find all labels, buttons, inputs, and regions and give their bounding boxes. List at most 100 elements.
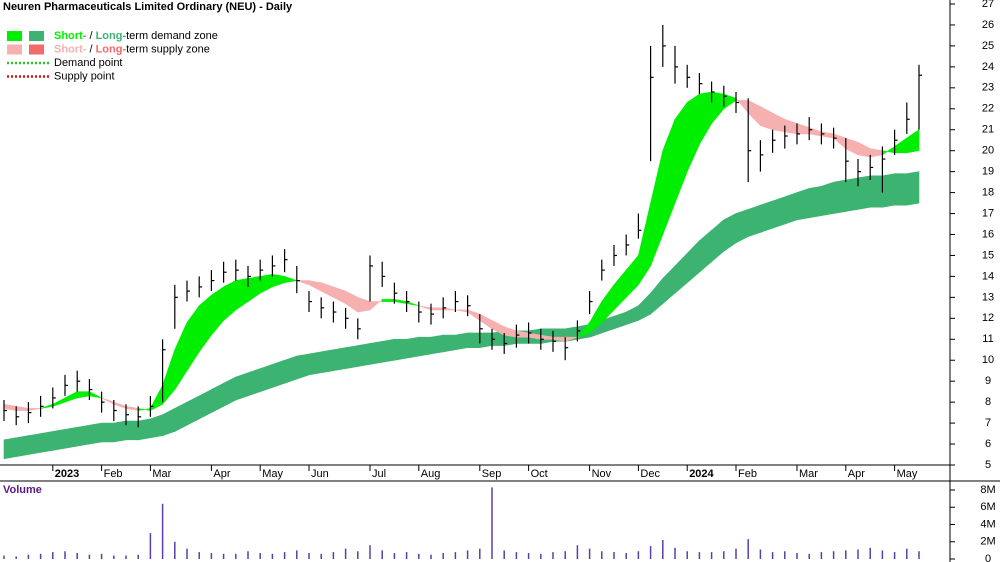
volume-panel: 0 2M 4M 6M 8M <box>3 484 996 562</box>
x-tick-label: Jul <box>372 468 386 480</box>
long-zone-segment <box>28 433 41 455</box>
long-zone-segment <box>760 200 773 233</box>
y-tick-label: 5 <box>985 459 991 471</box>
y-tick-label: 26 <box>982 19 994 31</box>
chart-title: Neuren Pharmaceuticals Limited Ordinary … <box>3 1 293 13</box>
long-zone-segment <box>430 334 444 355</box>
long-zone-segment <box>113 420 127 443</box>
long-zone-segment <box>845 177 859 212</box>
long-zone-segment <box>40 431 54 453</box>
long-zone-segment <box>150 414 163 439</box>
legend-label: Short- / Long-term demand zone <box>54 30 218 42</box>
long-zone-segment <box>882 173 895 208</box>
x-tick-label: Feb <box>104 468 123 480</box>
long-zone-segment <box>455 332 468 351</box>
x-tick-label: May <box>262 468 283 480</box>
x-tick-label: Dec <box>640 468 660 480</box>
long-zone-segment <box>747 204 761 238</box>
long-zone-segment <box>101 422 115 443</box>
long-zone-segment <box>772 196 786 229</box>
long-zone-segment <box>869 175 883 208</box>
x-tick-label: 2024 <box>689 468 714 480</box>
y-tick-label: 8 <box>985 396 991 408</box>
y-tick-label: 21 <box>982 124 994 136</box>
long-zone-segment <box>821 181 834 216</box>
legend-text: Demand point <box>54 57 123 69</box>
y-tick-label: 25 <box>982 40 994 52</box>
long-zone-segment <box>479 332 493 349</box>
long-zone-segment <box>833 179 847 214</box>
long-zone-segment <box>259 363 273 393</box>
legend-swatch <box>7 31 22 41</box>
x-tick-label: Aug <box>421 468 441 480</box>
x-tick-label: Nov <box>592 468 612 480</box>
short-zone-segment <box>430 307 444 311</box>
y-tick-label: 20 <box>982 145 994 157</box>
y-tick-label: 4M <box>980 518 995 530</box>
legend-text: Short- <box>54 43 87 55</box>
short-zone-segment <box>284 275 297 284</box>
y-tick-label: 16 <box>982 228 994 240</box>
long-zone-segment <box>369 341 383 365</box>
y-tick-label: 9 <box>985 375 991 387</box>
y-tick-label: 13 <box>982 291 994 303</box>
y-tick-label: 8M <box>980 484 995 496</box>
long-zone-segment <box>296 353 310 380</box>
short-zone-segment <box>381 299 395 302</box>
short-zone-segment <box>906 129 920 154</box>
long-zone-segment <box>247 368 261 397</box>
y-tick-label: 6M <box>980 501 995 513</box>
y-tick-label: 19 <box>982 166 994 178</box>
legend-text: Short- <box>54 30 87 42</box>
long-zone-segment <box>76 424 90 447</box>
x-tick-label: May <box>897 468 918 480</box>
legend-label: Short- / Long-term supply zone <box>54 43 210 55</box>
x-tick-label: Jun <box>311 468 329 480</box>
long-zone-segment <box>137 418 151 441</box>
y-tick-label: 6 <box>985 438 991 450</box>
long-zone-segment <box>125 420 139 441</box>
long-zone-segment <box>394 338 407 361</box>
y-tick-label: 12 <box>982 312 994 324</box>
volume-title: Volume <box>3 484 42 496</box>
y-tick-label: 14 <box>982 270 994 282</box>
y-tick-label: 27 <box>982 0 994 10</box>
long-zone-segment <box>345 345 359 369</box>
long-zone-segment <box>418 336 432 357</box>
y-tick-label: 17 <box>982 207 994 219</box>
legend-text: / <box>86 43 95 55</box>
x-tick-label: Feb <box>738 468 757 480</box>
long-zone-segment <box>857 175 871 210</box>
y-tick-label: 10 <box>982 354 994 366</box>
legend-text: term supply zone <box>126 43 210 55</box>
y-tick-label: 2M <box>980 536 995 548</box>
y-tick-label: 11 <box>982 333 993 345</box>
long-zone-segment <box>808 185 822 219</box>
x-tick-label: Sep <box>482 468 502 480</box>
x-tick-label: Mar <box>799 468 818 480</box>
x-tick-label: Mar <box>152 468 171 480</box>
long-zone-segment <box>357 343 371 367</box>
long-zone-segment <box>467 332 481 348</box>
y-tick-label: 0 <box>985 553 991 562</box>
long-zone-segment <box>333 347 346 372</box>
long-zone-segment <box>64 426 78 449</box>
long-zone-segment <box>906 171 920 206</box>
y-tick-label: 18 <box>982 186 994 198</box>
y-tick-label: 7 <box>985 417 991 429</box>
x-tick-label: Oct <box>531 468 548 480</box>
y-tick-label: 22 <box>982 103 994 115</box>
long-zone-segment <box>735 208 749 244</box>
long-zone-segment <box>442 334 456 353</box>
y-tick-label: 23 <box>982 82 994 94</box>
legend-text: term demand zone <box>126 30 218 42</box>
long-zone-segment <box>894 173 908 206</box>
x-tick-label: 2023 <box>55 468 79 480</box>
long-zone-segment <box>308 351 322 376</box>
long-zone-segment <box>52 429 66 451</box>
legend-swatch <box>29 31 44 41</box>
long-zone-segment <box>3 437 17 460</box>
